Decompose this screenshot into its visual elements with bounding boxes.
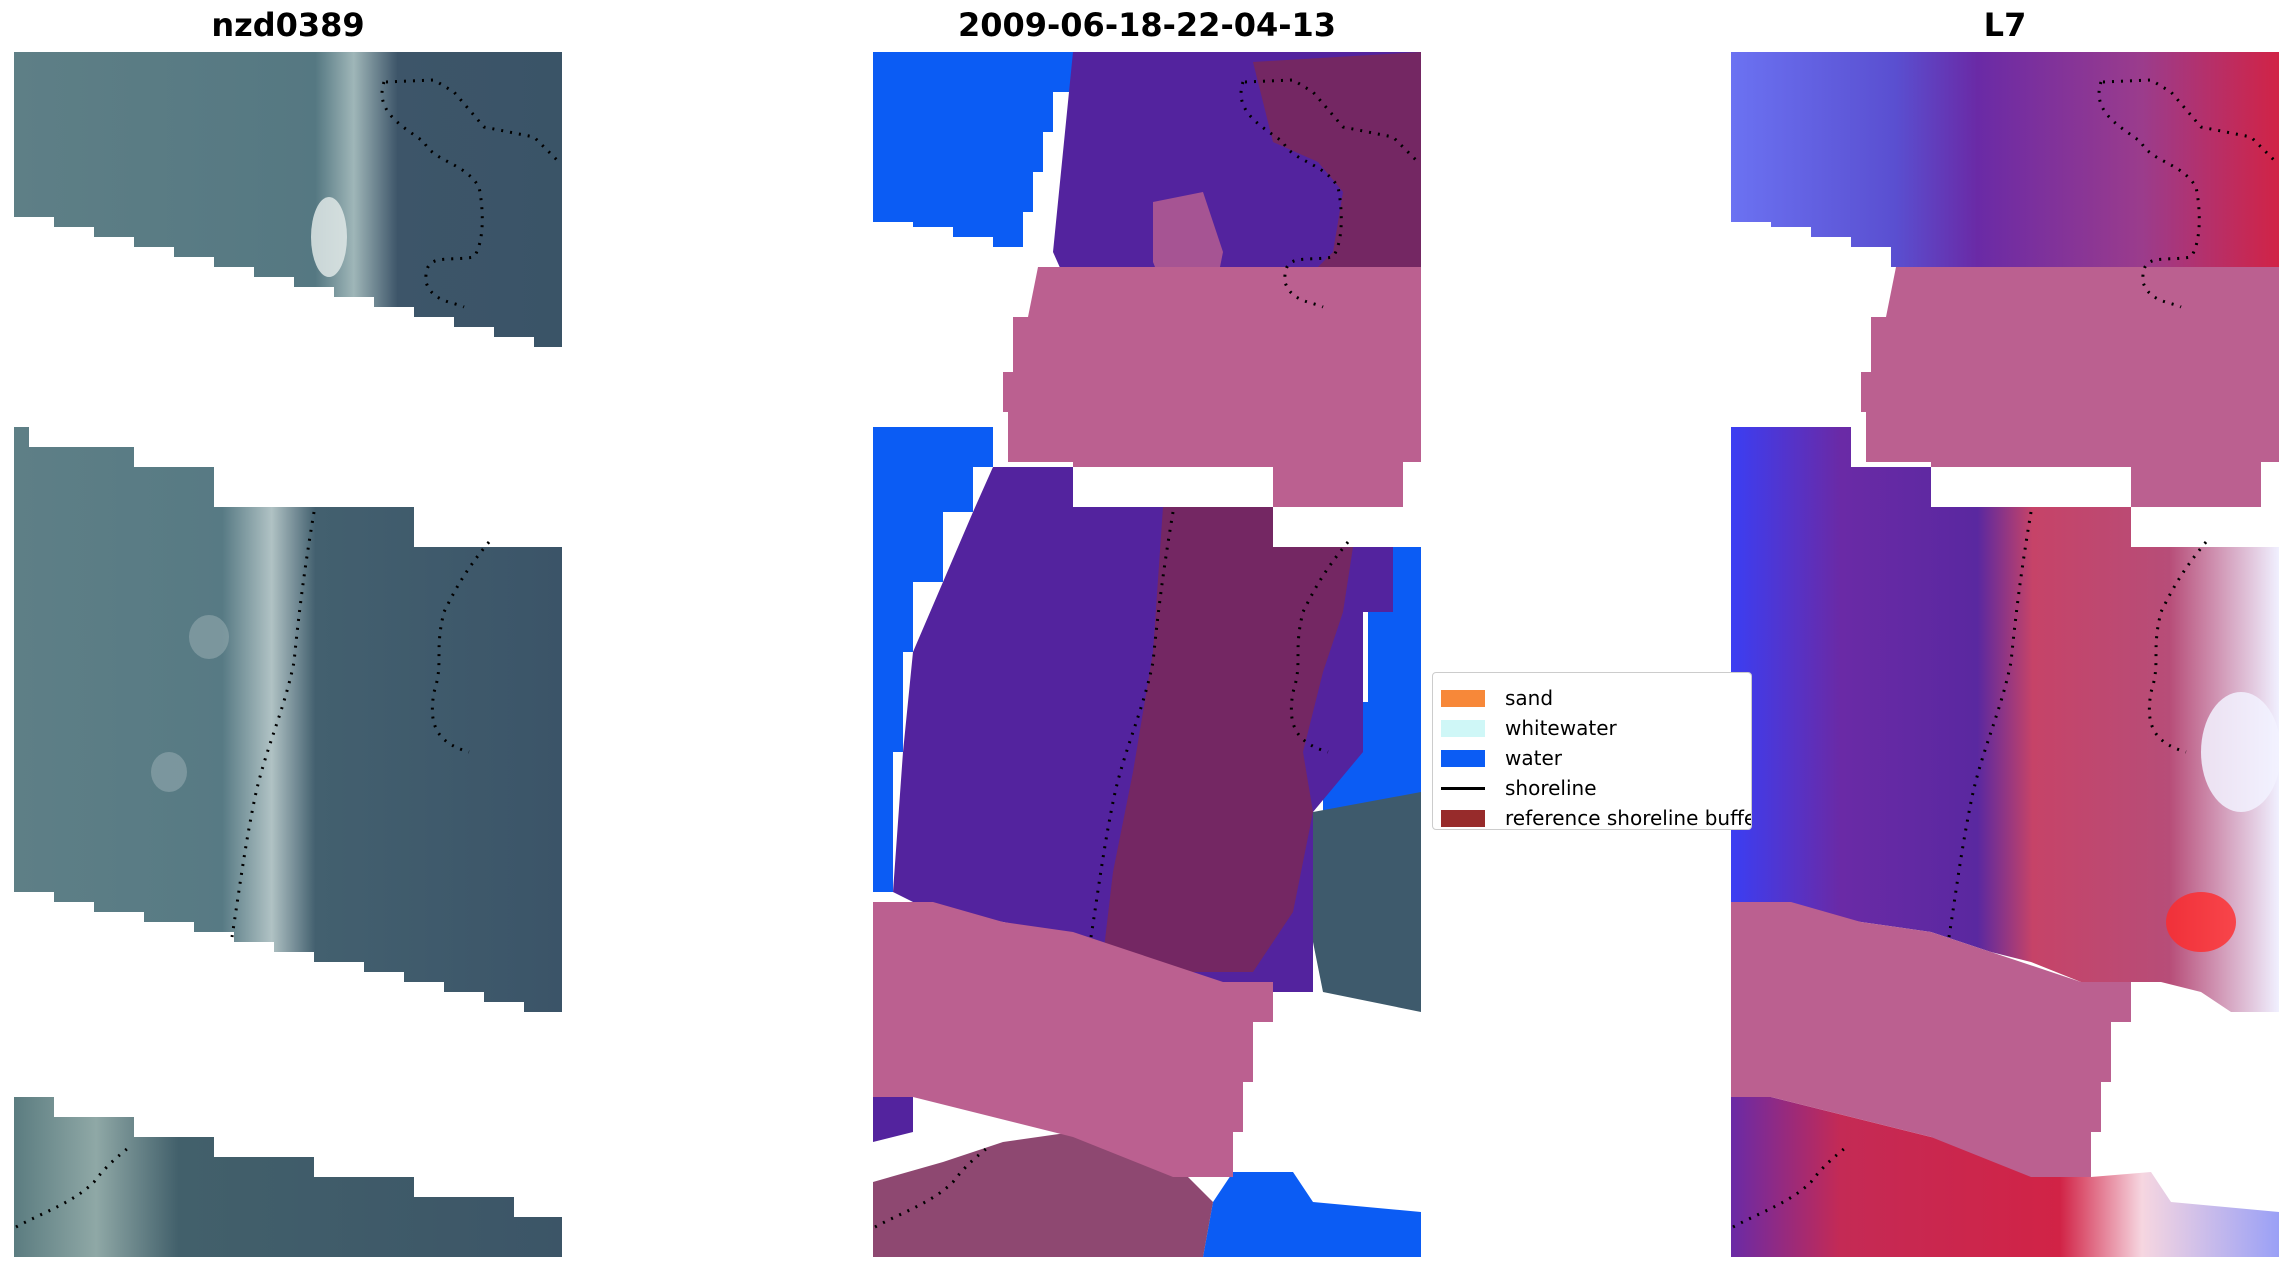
index-strip-2 <box>1731 427 2279 1012</box>
shoreline-line-1 <box>380 81 484 309</box>
nodata-band-1 <box>1861 267 2279 507</box>
shoreline-swatch <box>1441 786 1485 790</box>
index-image-panel <box>1731 52 2279 1257</box>
image-strip-3 <box>14 1097 562 1257</box>
reference-buffer-swatch <box>1441 809 1485 827</box>
nodata-band-2 <box>1731 902 2131 1177</box>
water-area-2 <box>873 427 993 892</box>
nodata-band-1 <box>1003 267 1421 507</box>
rgb-image-panel <box>14 52 562 1257</box>
legend-item-shoreline: shoreline <box>1433 773 1597 803</box>
index-strip-3 <box>1731 1097 2279 1257</box>
legend-item-whitewater: whitewater <box>1433 713 1617 743</box>
shoreline-line-3 <box>1732 1145 1848 1229</box>
panel-title-classified: 2009-06-18-22-04-13 <box>957 6 1337 44</box>
bright-patch <box>311 197 347 277</box>
legend-item-sand: sand <box>1433 683 1553 713</box>
legend-label: water <box>1505 746 1562 770</box>
shoreline-line-3 <box>15 1145 131 1229</box>
legend-label: reference shoreline buffer <box>1505 806 1752 830</box>
legend-item-water: water <box>1433 743 1562 773</box>
image-strip-2 <box>14 427 562 1012</box>
reference-buffer-2 <box>1103 507 1353 972</box>
whitewater-swatch <box>1441 719 1485 737</box>
shoreline-line-1 <box>1239 81 1343 309</box>
image-strip-1 <box>14 52 562 347</box>
legend-label: whitewater <box>1505 716 1617 740</box>
water-swatch <box>1441 749 1485 767</box>
index-image <box>1731 52 2279 1257</box>
legend-label: shoreline <box>1505 776 1597 800</box>
sand-swatch <box>1441 689 1485 707</box>
shoreline-line-1 <box>2097 81 2201 309</box>
classified-image-panel <box>873 52 1421 1257</box>
panel-title-mndwi: L7 <box>1983 6 2027 44</box>
legend-label: sand <box>1505 686 1554 710</box>
legend: sand whitewater water shoreline referenc… <box>1432 672 1752 830</box>
water-area-3 <box>1323 547 1421 862</box>
panel-title-rgb: nzd0389 <box>211 6 365 44</box>
shoreline-line-3 <box>874 1145 990 1229</box>
rgb-image <box>14 52 562 1257</box>
classified-image <box>873 52 1421 1257</box>
nodata-band-2 <box>873 902 1273 1177</box>
water-area-1 <box>873 52 1073 247</box>
legend-item-reference-buffer: reference shoreline buffer <box>1433 803 1752 830</box>
